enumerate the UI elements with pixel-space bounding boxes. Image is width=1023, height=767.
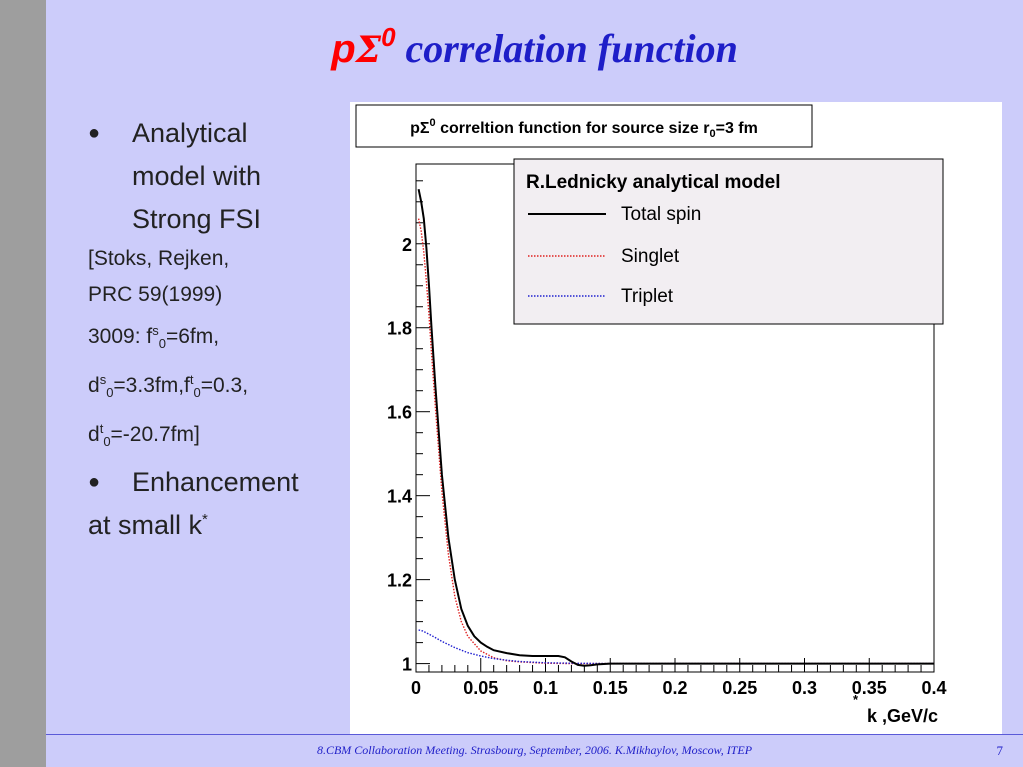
note-sup: t — [99, 421, 104, 437]
title-sup: 0 — [381, 22, 396, 52]
series-group — [417, 188, 934, 667]
bullet-line: model with — [132, 161, 262, 191]
note-text: =-20.7fm] — [110, 423, 200, 447]
note-line: ds0=3.3fm,ft0=0.3, — [88, 362, 338, 411]
y-tick-label: 1.8 — [387, 319, 412, 339]
chart-title-sub: 0 — [709, 128, 715, 140]
legend-title: R.Lednicky analytical model — [526, 172, 780, 193]
note-text: =3.3fm,f — [113, 374, 190, 398]
bullet-line: Enhancement — [132, 466, 299, 497]
series-line-total-spin — [417, 188, 934, 667]
note-sup: s — [99, 372, 107, 388]
note-line: 3009: fs0=6fm, — [88, 313, 338, 362]
chart-title-sup: 0 — [430, 117, 436, 129]
reference-note: [Stoks, Rejken, PRC 59(1999) 3009: fs0=6… — [88, 241, 338, 461]
legend-entries: Total spin Singlet Triplet — [528, 204, 701, 307]
slide-title: pΣ0 correlation function — [46, 22, 1023, 72]
bullet-item-model: ● Analytical model with Strong FSI — [88, 112, 338, 241]
x-tick-label: 0.2 — [662, 678, 687, 698]
y-tick-label: 1.4 — [387, 487, 412, 507]
page-number: 7 — [996, 743, 1004, 758]
title-rest: correlation function — [405, 26, 738, 71]
chart-title-pre: pΣ — [410, 120, 430, 137]
chart-title-mid: correltion function for source size r — [436, 120, 710, 137]
footer-text: 8.CBM Collaboration Meeting. Strasbourg,… — [316, 743, 753, 757]
x-tick-labels: 0 0.05 0.1 0.15 0.2 0.25 0.3 0.35 0.4 — [411, 678, 947, 698]
bullet-dot: ● — [88, 122, 101, 144]
bullet-line: Analytical — [132, 118, 248, 148]
legend: R.Lednicky analytical model Total spin Si… — [513, 158, 944, 325]
x-axis-label-star: * — [853, 692, 859, 707]
x-tick-label: 0.35 — [852, 678, 887, 698]
y-tick-label: 1.2 — [387, 571, 412, 591]
note-line: [Stoks, Rejken, — [88, 247, 230, 270]
bullet-item-enhancement: ● Enhancement — [88, 461, 338, 504]
legend-label-singlet: Singlet — [621, 246, 680, 267]
y-tick-labels: 1 1.2 1.4 1.6 1.8 2 — [387, 235, 412, 675]
left-stripe — [0, 0, 46, 767]
small-k-line: at small k* — [88, 504, 338, 541]
bullet-list: ● Analytical model with Strong FSI [Stok… — [88, 112, 338, 541]
correlation-chart: pΣ0 correltion function for source size … — [355, 104, 947, 726]
x-ticks — [415, 658, 935, 672]
footer-divider — [46, 734, 1023, 735]
chart-title-box — [355, 104, 813, 148]
x-axis-label: k ,GeV/c — [867, 706, 938, 726]
x-tick-label: 0.15 — [593, 678, 628, 698]
note-sub: 0 — [106, 385, 114, 401]
note-sup: t — [189, 372, 194, 388]
note-text: =0.3, — [200, 374, 249, 398]
note-text: =6fm, — [165, 325, 220, 348]
note-sub: 0 — [103, 434, 111, 450]
note-sub: 0 — [193, 385, 201, 401]
x-tick-label: 0.4 — [921, 678, 946, 698]
x-tick-label: 0 — [411, 678, 421, 698]
note-line: PRC 59(1999) — [88, 283, 223, 306]
title-p: p — [331, 27, 356, 71]
y-ticks — [416, 180, 430, 665]
x-tick-label: 0.1 — [533, 678, 558, 698]
legend-label-triplet: Triplet — [621, 286, 674, 307]
y-tick-label: 1.6 — [387, 403, 412, 423]
x-tick-label: 0.05 — [463, 678, 498, 698]
x-tick-label: 0.25 — [722, 678, 757, 698]
bullet-line: Strong FSI — [132, 204, 262, 234]
plot-panel: pΣ0 correltion function for source size … — [350, 102, 1002, 734]
note-sub: 0 — [158, 336, 166, 352]
bullet-dot: ● — [88, 470, 101, 493]
x-tick-label: 0.3 — [792, 678, 817, 698]
note-sup: s — [152, 323, 159, 338]
chart-title-post: =3 fm — [716, 120, 758, 137]
note-text: d — [88, 423, 100, 447]
k-text: at small k — [88, 509, 203, 540]
legend-label-total-spin: Total spin — [621, 204, 701, 225]
y-tick-label: 1 — [402, 655, 412, 675]
chart-title: pΣ0 correltion function for source size … — [410, 117, 758, 140]
y-tick-label: 2 — [402, 235, 412, 255]
note-text: 3009: f — [88, 325, 153, 348]
note-line: dt0=-20.7fm] — [88, 411, 338, 460]
note-text: d — [88, 374, 100, 398]
k-sup: * — [202, 510, 208, 528]
title-sigma: Σ — [355, 29, 382, 71]
